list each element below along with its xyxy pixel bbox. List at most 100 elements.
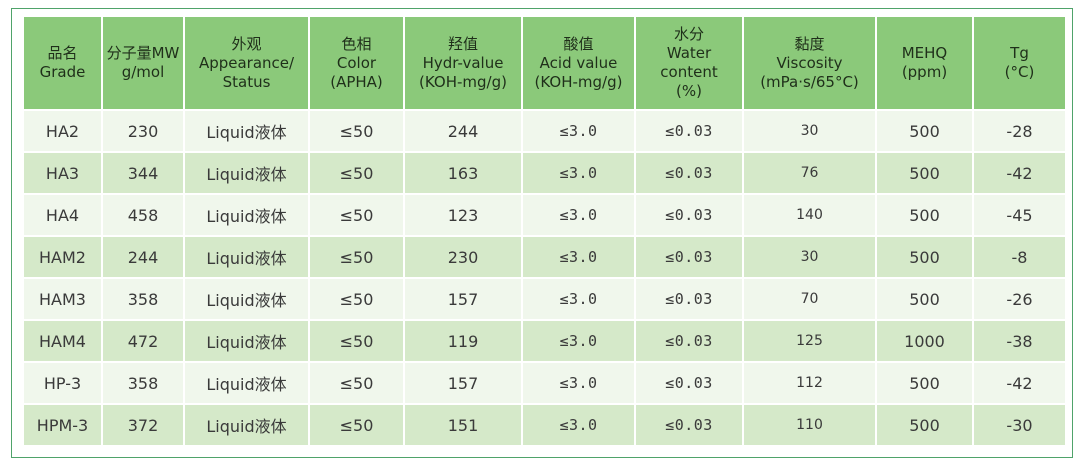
cell-water-content: ≤0.03 [636, 195, 742, 235]
cell-appearance: Liquid液体 [185, 195, 308, 235]
cell-acid-value: ≤3.0 [523, 111, 634, 151]
cell-appearance: Liquid液体 [185, 405, 308, 445]
cell-acid-value: ≤3.0 [523, 237, 634, 277]
cell-mehq: 500 [877, 111, 972, 151]
header-acid-value: 酸值 Acid value (KOH-mg/g) [523, 17, 634, 109]
header-viscosity: 黏度 Viscosity (mPa·s/65°C) [744, 17, 875, 109]
cell-tg: -38 [974, 321, 1065, 361]
cell-grade: HP-3 [24, 363, 101, 403]
cell-appearance: Liquid液体 [185, 237, 308, 277]
table-row: HP-3 358 Liquid液体 ≤50 157 ≤3.0 ≤0.03 112… [24, 363, 1065, 403]
cell-viscosity: 112 [744, 363, 875, 403]
header-water-content: 水分 Water content (%) [636, 17, 742, 109]
cell-hydroxyl-value: 163 [405, 153, 521, 193]
cell-tg: -42 [974, 363, 1065, 403]
cell-mehq: 1000 [877, 321, 972, 361]
cell-grade: HA3 [24, 153, 101, 193]
cell-viscosity: 125 [744, 321, 875, 361]
table-row: HAM4 472 Liquid液体 ≤50 119 ≤3.0 ≤0.03 125… [24, 321, 1065, 361]
cell-acid-value: ≤3.0 [523, 195, 634, 235]
cell-hydroxyl-value: 119 [405, 321, 521, 361]
cell-color: ≤50 [310, 321, 403, 361]
cell-hydroxyl-value: 157 [405, 279, 521, 319]
cell-molecular-weight: 358 [103, 279, 183, 319]
cell-water-content: ≤0.03 [636, 111, 742, 151]
cell-acid-value: ≤3.0 [523, 405, 634, 445]
cell-water-content: ≤0.03 [636, 321, 742, 361]
product-spec-table-frame: 品名 Grade 分子量MW g/mol 外观 Appearance/ Stat… [11, 8, 1073, 458]
header-row: 品名 Grade 分子量MW g/mol 外观 Appearance/ Stat… [24, 17, 1065, 109]
cell-water-content: ≤0.03 [636, 153, 742, 193]
cell-tg: -28 [974, 111, 1065, 151]
table-row: HA3 344 Liquid液体 ≤50 163 ≤3.0 ≤0.03 76 5… [24, 153, 1065, 193]
cell-hydroxyl-value: 244 [405, 111, 521, 151]
cell-tg: -45 [974, 195, 1065, 235]
table-row: HA2 230 Liquid液体 ≤50 244 ≤3.0 ≤0.03 30 5… [24, 111, 1065, 151]
cell-acid-value: ≤3.0 [523, 363, 634, 403]
header-appearance: 外观 Appearance/ Status [185, 17, 308, 109]
cell-tg: -26 [974, 279, 1065, 319]
table-row: HAM3 358 Liquid液体 ≤50 157 ≤3.0 ≤0.03 70 … [24, 279, 1065, 319]
cell-mehq: 500 [877, 237, 972, 277]
header-mehq: MEHQ (ppm) [877, 17, 972, 109]
cell-viscosity: 30 [744, 237, 875, 277]
cell-viscosity: 140 [744, 195, 875, 235]
cell-color: ≤50 [310, 153, 403, 193]
cell-color: ≤50 [310, 111, 403, 151]
cell-water-content: ≤0.03 [636, 237, 742, 277]
product-spec-table: 品名 Grade 分子量MW g/mol 外观 Appearance/ Stat… [22, 15, 1067, 447]
cell-acid-value: ≤3.0 [523, 321, 634, 361]
cell-viscosity: 70 [744, 279, 875, 319]
cell-hydroxyl-value: 157 [405, 363, 521, 403]
cell-hydroxyl-value: 230 [405, 237, 521, 277]
cell-acid-value: ≤3.0 [523, 279, 634, 319]
cell-molecular-weight: 244 [103, 237, 183, 277]
cell-mehq: 500 [877, 195, 972, 235]
cell-grade: HAM2 [24, 237, 101, 277]
cell-color: ≤50 [310, 405, 403, 445]
table-row: HPM-3 372 Liquid液体 ≤50 151 ≤3.0 ≤0.03 11… [24, 405, 1065, 445]
cell-appearance: Liquid液体 [185, 363, 308, 403]
cell-acid-value: ≤3.0 [523, 153, 634, 193]
cell-molecular-weight: 358 [103, 363, 183, 403]
cell-viscosity: 110 [744, 405, 875, 445]
cell-mehq: 500 [877, 153, 972, 193]
cell-hydroxyl-value: 151 [405, 405, 521, 445]
cell-molecular-weight: 472 [103, 321, 183, 361]
header-color: 色相 Color (APHA) [310, 17, 403, 109]
cell-water-content: ≤0.03 [636, 405, 742, 445]
cell-appearance: Liquid液体 [185, 111, 308, 151]
cell-grade: HA4 [24, 195, 101, 235]
cell-color: ≤50 [310, 195, 403, 235]
cell-molecular-weight: 458 [103, 195, 183, 235]
cell-color: ≤50 [310, 363, 403, 403]
cell-mehq: 500 [877, 363, 972, 403]
table-row: HA4 458 Liquid液体 ≤50 123 ≤3.0 ≤0.03 140 … [24, 195, 1065, 235]
cell-appearance: Liquid液体 [185, 321, 308, 361]
cell-color: ≤50 [310, 279, 403, 319]
cell-appearance: Liquid液体 [185, 279, 308, 319]
cell-water-content: ≤0.03 [636, 363, 742, 403]
header-hydroxyl-value: 羟值 Hydr-value (KOH-mg/g) [405, 17, 521, 109]
cell-viscosity: 76 [744, 153, 875, 193]
header-molecular-weight: 分子量MW g/mol [103, 17, 183, 109]
cell-grade: HPM-3 [24, 405, 101, 445]
cell-hydroxyl-value: 123 [405, 195, 521, 235]
header-grade: 品名 Grade [24, 17, 101, 109]
header-tg: Tg (°C) [974, 17, 1065, 109]
cell-mehq: 500 [877, 405, 972, 445]
cell-molecular-weight: 372 [103, 405, 183, 445]
cell-viscosity: 30 [744, 111, 875, 151]
cell-appearance: Liquid液体 [185, 153, 308, 193]
cell-tg: -42 [974, 153, 1065, 193]
table-row: HAM2 244 Liquid液体 ≤50 230 ≤3.0 ≤0.03 30 … [24, 237, 1065, 277]
cell-mehq: 500 [877, 279, 972, 319]
cell-molecular-weight: 230 [103, 111, 183, 151]
cell-tg: -8 [974, 237, 1065, 277]
cell-grade: HA2 [24, 111, 101, 151]
cell-tg: -30 [974, 405, 1065, 445]
cell-color: ≤50 [310, 237, 403, 277]
cell-grade: HAM3 [24, 279, 101, 319]
cell-grade: HAM4 [24, 321, 101, 361]
cell-water-content: ≤0.03 [636, 279, 742, 319]
